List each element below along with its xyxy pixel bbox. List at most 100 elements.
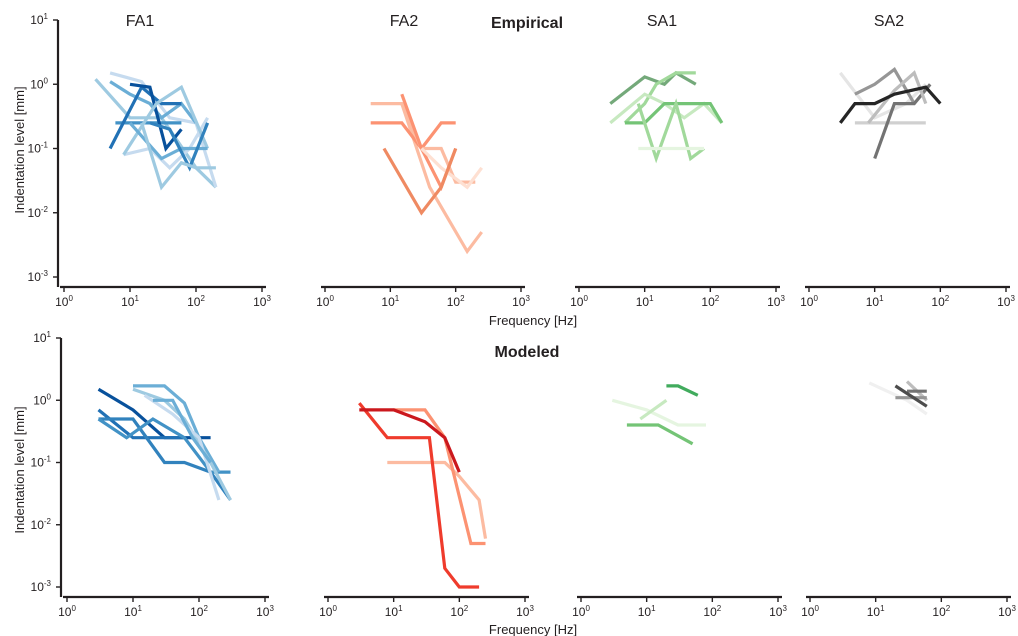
x-tick-label-exponent: 2 xyxy=(203,604,208,613)
y-tick-label: 10-1 xyxy=(31,455,52,470)
y-tick-label-exponent: 0 xyxy=(47,392,52,401)
x-tick-label: 103 xyxy=(512,294,530,309)
x-tick-label-exponent: 1 xyxy=(395,294,400,303)
panel-title-sa1: SA1 xyxy=(647,13,677,30)
series-line-4 xyxy=(624,101,724,125)
series-line-6 xyxy=(382,147,458,216)
series-line-2 xyxy=(97,408,185,440)
x-tick-label-exponent: 1 xyxy=(398,604,403,613)
x-tick-label-exponent: 0 xyxy=(585,604,590,613)
series-line-4 xyxy=(359,408,461,473)
x-tick-label: 103 xyxy=(769,604,787,619)
y-tick-label: 10-3 xyxy=(28,269,49,284)
x-tick-label-exponent: 3 xyxy=(269,604,274,613)
y-tick-label-exponent: -1 xyxy=(44,455,52,464)
x-tick-label-exponent: 2 xyxy=(200,294,205,303)
x-tick-label: 101 xyxy=(381,294,399,309)
x-tick-label: 100 xyxy=(801,604,819,619)
x-tick-label-exponent: 3 xyxy=(266,294,271,303)
x-tick-label: 101 xyxy=(385,604,403,619)
x-tick-label: 102 xyxy=(450,604,468,619)
x-tick-label-exponent: 2 xyxy=(717,604,722,613)
x-tick-label: 102 xyxy=(187,294,205,309)
x-tick-label: 102 xyxy=(932,604,950,619)
y-tick-label-exponent: -2 xyxy=(44,517,52,526)
x-tick-label-exponent: 0 xyxy=(814,604,819,613)
panel-modeled-3: 100 101 1 0 2 103 xyxy=(572,384,787,619)
series-line-8 xyxy=(122,84,210,156)
panel-title-fa2: FA2 xyxy=(390,13,419,30)
x-tick-label: 103 xyxy=(516,604,534,619)
x-tick-label: 100 xyxy=(319,604,337,619)
x-tick-label: 103 xyxy=(998,604,1016,619)
x-tick-label: 100 xyxy=(58,604,76,619)
x-axis-label-bottom: Frequency [Hz] xyxy=(489,622,577,636)
y-tick-label-exponent: -1 xyxy=(41,141,49,150)
x-tick-label: 103 xyxy=(767,294,785,309)
row-title-empirical: Empirical xyxy=(491,15,563,32)
x-tick-label-exponent: 3 xyxy=(529,604,534,613)
y-tick-label: 10-2 xyxy=(28,205,49,220)
series-line-1 xyxy=(611,398,706,427)
x-tick-label: 101 xyxy=(866,294,884,309)
x-axis-label-top: Frequency [Hz] xyxy=(489,313,577,328)
series-line-11 xyxy=(140,122,216,191)
y-tick-label-exponent: 0 xyxy=(44,76,49,85)
y-tick-label-exponent: 1 xyxy=(44,12,49,21)
x-tick-label: 100 xyxy=(572,604,590,619)
series-line-5 xyxy=(636,98,705,164)
x-tick-label-exponent: 3 xyxy=(525,294,530,303)
y-tick-label-exponent: -3 xyxy=(44,579,52,588)
series-line-3 xyxy=(98,417,232,501)
series-line-2 xyxy=(639,398,668,421)
x-tick-label-exponent: 3 xyxy=(780,294,785,303)
series-line-10 xyxy=(149,121,210,172)
series-line-1 xyxy=(370,101,483,255)
x-tick-label-exponent: 1 xyxy=(880,604,885,613)
x-tick-label: 100 xyxy=(800,294,818,309)
series-line-1 xyxy=(868,381,928,416)
x-tick-label: 101 xyxy=(636,294,654,309)
x-tick-label-exponent: 0 xyxy=(332,604,337,613)
x-tick-label-exponent: 0 xyxy=(71,604,76,613)
series-line-6 xyxy=(132,387,232,501)
x-tick-label-exponent: 3 xyxy=(1010,294,1015,303)
y-tick-label: 10-1 xyxy=(28,141,49,156)
series-line-2 xyxy=(109,71,218,188)
x-tick-label: 100 xyxy=(570,294,588,309)
series-line-8 xyxy=(152,398,212,464)
panel-modeled-4: 100 101 102 103 xyxy=(801,380,1016,619)
x-tick-label-exponent: 1 xyxy=(649,294,654,303)
x-tick-label-exponent: 2 xyxy=(715,294,720,303)
x-tick-label: 101 xyxy=(638,604,656,619)
x-tick-label-exponent: 0 xyxy=(68,294,73,303)
y-tick-label-exponent: -3 xyxy=(41,269,49,278)
y-tick-label: 10-2 xyxy=(31,517,52,532)
x-tick-label-exponent: 2 xyxy=(945,294,950,303)
x-tick-label: 103 xyxy=(253,294,271,309)
x-tick-label-exponent: 1 xyxy=(651,604,656,613)
x-tick-label: 102 xyxy=(701,294,719,309)
y-tick-label: 10-3 xyxy=(31,579,52,594)
series-line-7 xyxy=(123,116,209,171)
x-tick-label: 101 xyxy=(867,604,885,619)
y-axis-label-bottom: Indentation level [mm] xyxy=(12,406,27,533)
y-tick-label: 100 xyxy=(30,76,48,91)
panel-title-fa1: FA1 xyxy=(126,13,155,30)
x-tick-label: 102 xyxy=(447,294,465,309)
series-line-2 xyxy=(623,71,696,125)
x-tick-label-exponent: 1 xyxy=(134,294,139,303)
series-line-3 xyxy=(854,67,916,105)
x-tick-label-exponent: 2 xyxy=(946,604,951,613)
x-tick-label-exponent: 0 xyxy=(583,294,588,303)
x-tick-label-exponent: 2 xyxy=(460,294,465,303)
series-line-5 xyxy=(420,147,483,190)
series-line-3 xyxy=(400,102,476,184)
x-tick-label-exponent: 2 xyxy=(464,604,469,613)
x-tick-label-exponent: 3 xyxy=(1011,604,1016,613)
